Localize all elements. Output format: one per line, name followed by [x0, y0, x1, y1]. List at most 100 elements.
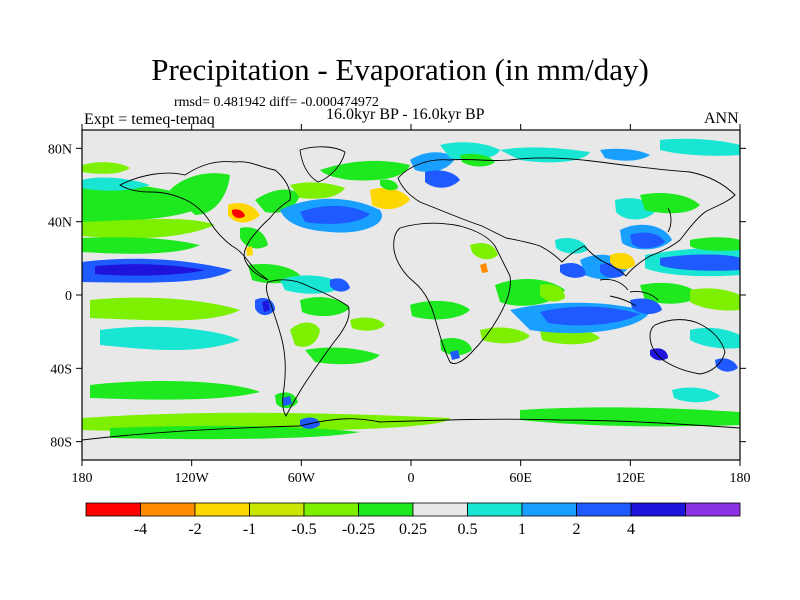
contour-region	[82, 218, 215, 239]
contour-region	[305, 347, 380, 365]
x-tick-label: 60E	[509, 471, 532, 486]
contour-region	[262, 300, 270, 312]
coastline-antarctica	[82, 418, 740, 441]
colorbar-label: -1	[243, 521, 256, 538]
contour-region	[110, 425, 360, 440]
contour-region	[410, 152, 455, 172]
contour-region	[555, 238, 588, 254]
contour-region	[440, 142, 500, 160]
contour-region	[282, 396, 292, 406]
contour-region	[560, 263, 586, 278]
colorbar-box	[412, 502, 468, 517]
coastline-south-america	[266, 279, 350, 417]
contour-region	[100, 326, 240, 350]
experiment-label: Expt = temeq-temaq	[84, 111, 215, 128]
coastline-greenland	[299, 146, 346, 183]
contour-region	[350, 317, 385, 331]
coastlines	[82, 146, 740, 441]
contour-region	[690, 327, 740, 349]
contour-region	[640, 282, 700, 304]
colorbar-label: -4	[134, 521, 147, 538]
contour-region	[600, 148, 650, 161]
contour-region	[240, 227, 268, 249]
contour-region	[228, 203, 260, 223]
contour-region	[90, 380, 260, 400]
coastline-eurasia	[397, 157, 736, 277]
contour-region	[82, 177, 150, 191]
colorbar-box	[576, 502, 632, 517]
coastline-australia	[649, 319, 726, 375]
colorbar-box	[194, 502, 250, 517]
contour-region	[672, 387, 720, 403]
colorbar-box	[685, 502, 741, 517]
contour-region	[300, 417, 320, 429]
coastline-africa	[393, 222, 511, 365]
contour-region	[660, 254, 740, 271]
contour-region	[95, 264, 205, 276]
contour-region	[630, 232, 665, 249]
contour-fill-layer	[72, 138, 740, 440]
colorbar-label: -0.5	[291, 521, 316, 538]
contour-region	[90, 297, 240, 321]
contour-region	[520, 407, 740, 427]
colorbar-label: 0.5	[458, 521, 478, 538]
colorbar-label: 1	[518, 521, 526, 538]
x-tick-label: 180	[730, 471, 751, 486]
contour-region	[380, 179, 398, 191]
colorbar-box	[358, 502, 414, 517]
contour-region	[440, 338, 472, 356]
y-tick-label: 0	[65, 289, 72, 304]
contour-region	[470, 243, 498, 260]
contour-region	[630, 298, 662, 314]
contour-region	[300, 297, 350, 317]
contour-region	[480, 327, 530, 344]
contour-region	[370, 188, 410, 210]
contour-region	[280, 275, 345, 294]
coastline-north-america	[119, 161, 291, 281]
contour-region	[72, 262, 82, 300]
x-tick-label: 180	[72, 471, 93, 486]
contour-region	[660, 138, 740, 156]
contour-region	[410, 300, 470, 320]
stats-text: rmsd= 0.481942 diff= -0.000474972	[174, 95, 379, 110]
colorbar-box	[521, 502, 577, 517]
contour-region	[540, 284, 565, 302]
contour-region	[425, 170, 460, 188]
colorbar-label: -2	[188, 521, 201, 538]
y-tick-label: 40N	[48, 216, 72, 231]
x-tick-label: 0	[408, 471, 415, 486]
contour-region	[610, 253, 635, 270]
colorbar-box	[467, 502, 523, 517]
contour-region	[640, 193, 700, 214]
contour-region	[82, 237, 200, 254]
contour-region	[690, 237, 740, 251]
contour-region	[450, 350, 460, 360]
y-tick-label: 80S	[50, 436, 72, 451]
coastline-japan	[667, 207, 672, 233]
x-tick-label: 120E	[616, 471, 646, 486]
x-tick-label: 120W	[175, 471, 210, 486]
contour-region	[82, 162, 130, 174]
colorbar-box	[630, 502, 686, 517]
colorbar-box	[85, 502, 141, 517]
contour-region	[320, 160, 410, 181]
contour-region	[290, 182, 345, 199]
colorbar-box	[303, 502, 359, 517]
map-title: Precipitation - Evaporation (in mm/day)	[151, 52, 649, 87]
contour-region	[480, 263, 488, 273]
contour-region	[232, 209, 245, 219]
colorbar-box	[140, 502, 196, 517]
x-tick-label: 60W	[288, 471, 316, 486]
coastline-maritime	[599, 279, 659, 307]
contour-region	[330, 278, 350, 292]
contour-region	[290, 322, 320, 347]
y-tick-label: 40S	[50, 362, 72, 377]
colorbar-label: 2	[573, 521, 581, 538]
colorbar-label: 4	[627, 521, 635, 538]
season-label: ANN	[704, 110, 739, 127]
y-axis: 80N 40N 0 40S 80S	[48, 142, 746, 451]
colorbar-label: -0.25	[342, 521, 375, 538]
y-tick-label: 80N	[48, 142, 72, 157]
contour-region	[170, 173, 230, 215]
contour-region	[300, 205, 370, 224]
